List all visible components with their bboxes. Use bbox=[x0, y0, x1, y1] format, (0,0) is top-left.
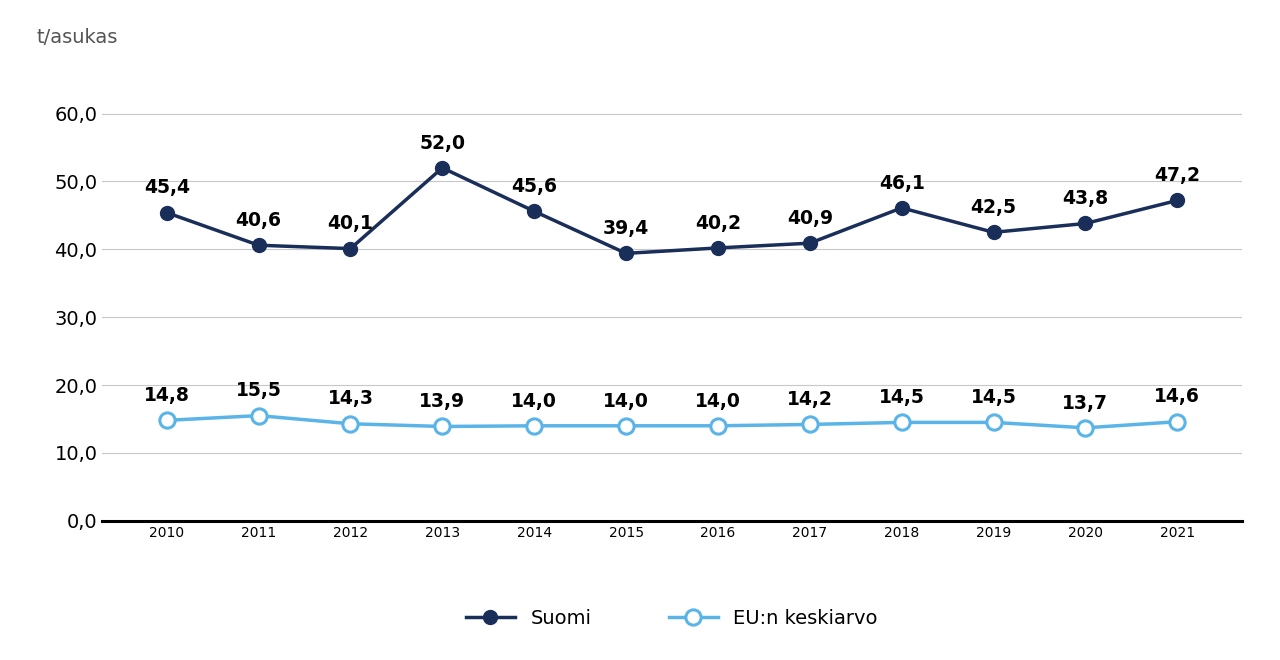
Text: 42,5: 42,5 bbox=[970, 198, 1016, 217]
Text: 14,5: 14,5 bbox=[879, 388, 924, 407]
Text: 14,8: 14,8 bbox=[143, 386, 189, 405]
Text: 40,6: 40,6 bbox=[236, 211, 282, 230]
Text: 52,0: 52,0 bbox=[420, 133, 466, 152]
Text: 40,9: 40,9 bbox=[787, 209, 833, 228]
Text: t/asukas: t/asukas bbox=[36, 28, 118, 47]
Text: 47,2: 47,2 bbox=[1155, 166, 1201, 185]
Text: 14,0: 14,0 bbox=[511, 391, 557, 411]
Text: 14,2: 14,2 bbox=[787, 390, 833, 409]
Text: 14,5: 14,5 bbox=[970, 388, 1016, 407]
Text: 14,3: 14,3 bbox=[328, 389, 374, 409]
Text: 39,4: 39,4 bbox=[603, 219, 649, 238]
Text: 45,6: 45,6 bbox=[511, 177, 557, 196]
Text: 14,0: 14,0 bbox=[695, 391, 741, 411]
Text: 14,0: 14,0 bbox=[603, 391, 649, 411]
Text: 15,5: 15,5 bbox=[236, 381, 282, 401]
Text: 45,4: 45,4 bbox=[143, 178, 189, 197]
Text: 43,8: 43,8 bbox=[1062, 189, 1108, 208]
Text: 40,2: 40,2 bbox=[695, 214, 741, 233]
Text: 46,1: 46,1 bbox=[879, 174, 924, 193]
Text: 40,1: 40,1 bbox=[328, 214, 374, 234]
Text: 14,6: 14,6 bbox=[1155, 387, 1201, 407]
Legend: Suomi, EU:n keskiarvo: Suomi, EU:n keskiarvo bbox=[458, 601, 886, 636]
Text: 13,9: 13,9 bbox=[420, 392, 466, 411]
Text: 13,7: 13,7 bbox=[1062, 393, 1108, 412]
